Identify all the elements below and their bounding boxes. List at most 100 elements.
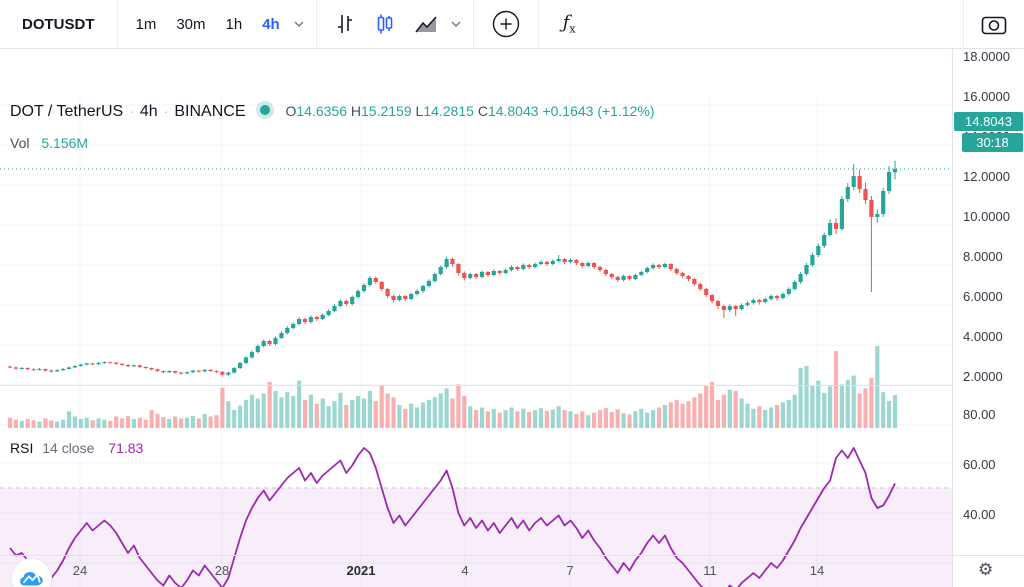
- volume-bar: [314, 403, 319, 428]
- volume-bar: [721, 394, 726, 428]
- volume-bar: [297, 380, 302, 428]
- candle-body: [786, 289, 791, 294]
- time-axis[interactable]: ⚙ 24 28 2021 4 7 11 14: [0, 555, 1024, 587]
- volume-bar: [420, 402, 426, 428]
- volume-bar: [810, 385, 815, 428]
- bars-style-button[interactable]: [327, 9, 363, 39]
- candle-body: [574, 260, 579, 263]
- candle-body: [444, 259, 449, 267]
- candle-body: [78, 364, 83, 366]
- volume-bar: [603, 408, 608, 428]
- candle-body: [869, 200, 874, 217]
- timeframe-1m[interactable]: 1m: [135, 15, 157, 33]
- toolbar-divider: [537, 0, 539, 48]
- candle-body: [497, 271, 502, 273]
- candle-body: [798, 274, 803, 282]
- volume-bar: [279, 397, 284, 428]
- volume-bar: [361, 398, 367, 428]
- pane-separator[interactable]: [0, 385, 1024, 386]
- volume-bar: [751, 408, 756, 428]
- price-axis[interactable]: 14.8043 30:18 18.000016.000014.000012.00…: [952, 48, 1024, 587]
- high-value: 15.2159: [361, 103, 412, 119]
- candle-body: [592, 263, 597, 267]
- volume-bar: [816, 380, 821, 428]
- volume-bar: [220, 387, 225, 428]
- volume-bar: [656, 407, 662, 428]
- symbol-legend: DOT / TetherUS · 4h · BINANCE O14.6356 H…: [10, 103, 655, 121]
- chevron-down-icon: [294, 21, 304, 27]
- volume-bar: [243, 399, 249, 428]
- rsi-legend: RSI 14 close 71.83: [10, 440, 143, 456]
- candle-body: [415, 291, 420, 294]
- camera-icon: [981, 16, 1007, 35]
- candlestick-series: [7, 160, 898, 377]
- volume-bar: [273, 390, 278, 428]
- volume-bar: [497, 412, 502, 428]
- candle-body: [509, 267, 514, 270]
- rsi-value: 71.83: [108, 440, 144, 456]
- candle-body: [538, 262, 544, 264]
- candle-body: [338, 301, 343, 306]
- volume-bar: [739, 398, 744, 428]
- volume-bar: [863, 388, 868, 428]
- candle-body: [131, 365, 136, 367]
- toolbar-divider: [963, 0, 964, 48]
- gear-icon[interactable]: ⚙: [978, 560, 994, 580]
- volume-bar: [432, 397, 437, 428]
- candle-body: [704, 289, 709, 295]
- candle-body: [302, 319, 308, 322]
- candle-body: [639, 272, 644, 275]
- candle-body: [143, 367, 148, 368]
- close-value: 14.8043: [487, 103, 539, 119]
- candle-body: [527, 265, 532, 267]
- volume-bar: [249, 394, 254, 428]
- candle-body: [84, 363, 89, 365]
- timeframe-30m[interactable]: 30m: [176, 15, 206, 33]
- volume-bar: [556, 406, 561, 428]
- volume-bar: [426, 399, 431, 428]
- volume-bar: [350, 399, 355, 428]
- volume-bar: [491, 408, 496, 428]
- area-style-button[interactable]: [407, 9, 445, 39]
- volume-bar: [798, 367, 803, 428]
- candle-body: [491, 271, 496, 275]
- snapshot-button[interactable]: [974, 9, 1014, 39]
- candle-body: [586, 263, 591, 266]
- indicators-button[interactable]: ƒx: [549, 12, 590, 36]
- candle-body: [432, 274, 437, 281]
- volume-bar: [102, 419, 107, 428]
- candle-body: [597, 267, 603, 270]
- volume-bar: [839, 384, 844, 428]
- volume-bar: [456, 384, 461, 428]
- volume-bar: [544, 410, 549, 428]
- compare-add-button[interactable]: [484, 5, 528, 43]
- timeframe-1h[interactable]: 1h: [225, 15, 243, 33]
- symbol-button[interactable]: DOTUSDT: [22, 15, 95, 33]
- volume-bar: [444, 388, 449, 428]
- timeframe-4h[interactable]: 4h: [262, 15, 280, 33]
- candle-body: [710, 295, 715, 301]
- candle-body: [214, 371, 219, 372]
- volume-bar: [385, 393, 390, 428]
- volume-bar: [710, 381, 715, 428]
- volume-bar: [356, 396, 361, 428]
- volume-bar: [125, 415, 131, 428]
- candle-body: [273, 338, 278, 344]
- candle-body: [763, 299, 768, 302]
- candles-style-button[interactable]: [367, 9, 403, 39]
- chart-canvas[interactable]: [0, 48, 952, 587]
- candle-body: [190, 370, 195, 373]
- chart-area[interactable]: DOT / TetherUS · 4h · BINANCE O14.6356 H…: [0, 48, 952, 587]
- volume-bar: [261, 393, 266, 428]
- timeframe-menu-button[interactable]: [292, 19, 306, 29]
- candle-body: [279, 333, 284, 338]
- candle-body: [468, 274, 473, 278]
- candle-body: [173, 371, 178, 373]
- volume-bar: [521, 408, 526, 428]
- chart-style-menu-button[interactable]: [449, 19, 463, 29]
- volume-bar: [208, 416, 213, 428]
- volume-bar: [379, 385, 384, 428]
- volume-bar: [639, 408, 644, 428]
- candle-body: [474, 274, 479, 277]
- volume-bar: [515, 411, 520, 428]
